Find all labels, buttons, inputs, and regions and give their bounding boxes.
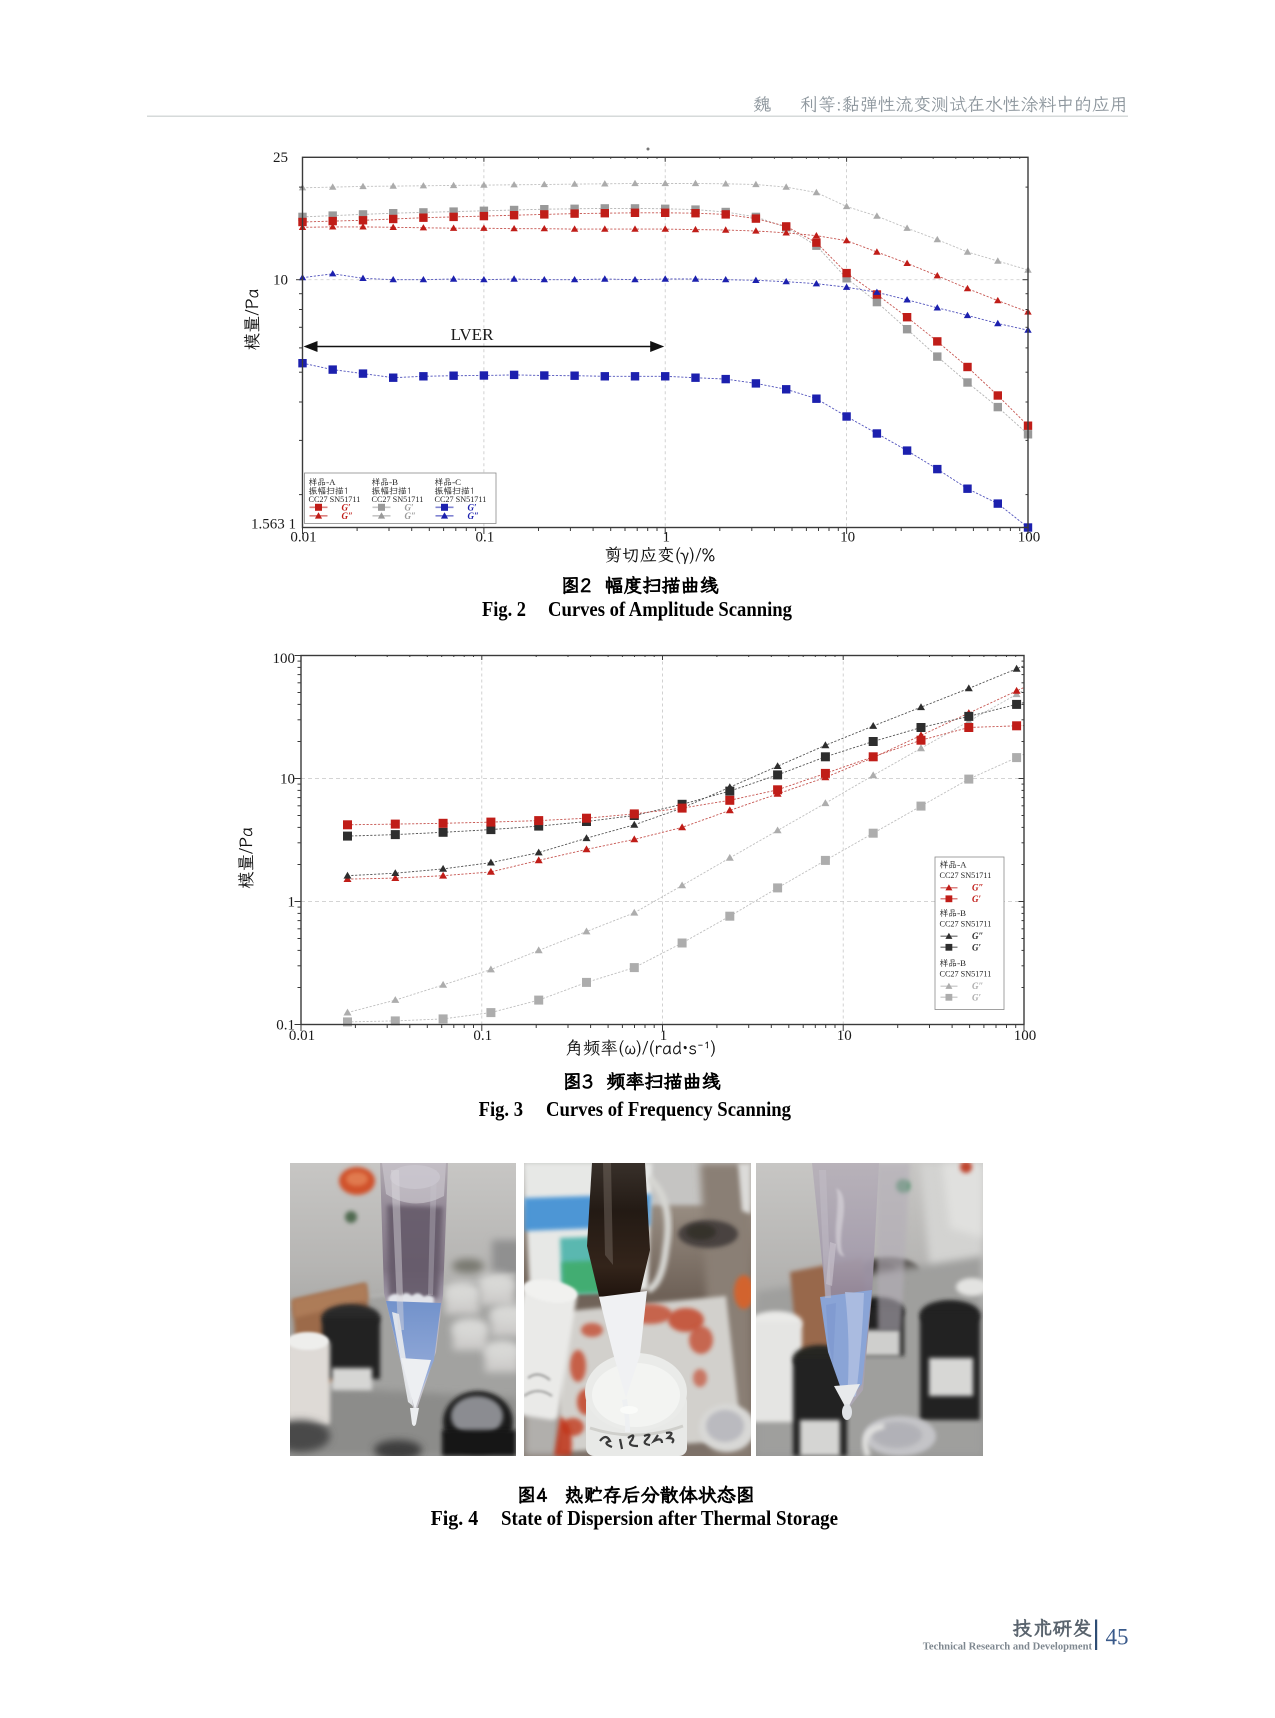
svg-text:45: 45: [1106, 1625, 1129, 1650]
svg-text:LVER: LVER: [451, 325, 494, 344]
svg-text:Curves of Frequency Scanning: Curves of Frequency Scanning: [546, 1097, 791, 1121]
svg-text:G′: G′: [972, 942, 981, 952]
svg-text:G′: G′: [405, 502, 414, 512]
svg-text:25: 25: [273, 150, 288, 166]
svg-text:0.1: 0.1: [276, 1018, 295, 1034]
svg-text:B: B: [960, 958, 966, 968]
svg-text:100: 100: [1014, 1028, 1037, 1044]
svg-text:G′: G′: [468, 502, 477, 512]
svg-text:G′: G′: [972, 894, 981, 904]
svg-text:G′: G′: [342, 502, 351, 512]
svg-text:G′: G′: [972, 992, 981, 1002]
svg-text:1.563 1: 1.563 1: [251, 517, 296, 533]
svg-text:10: 10: [837, 1028, 852, 1044]
svg-text:Fig. 3: Fig. 3: [479, 1097, 523, 1121]
svg-text:0.1: 0.1: [476, 530, 495, 546]
svg-text:G″: G″: [972, 931, 983, 941]
svg-text:G″: G″: [972, 981, 983, 991]
svg-text:10: 10: [840, 530, 855, 546]
svg-text:1: 1: [663, 530, 671, 546]
svg-text:100: 100: [273, 651, 296, 667]
svg-text:B: B: [392, 477, 398, 487]
svg-text:Curves of Amplitude Scanning: Curves of Amplitude Scanning: [548, 597, 792, 621]
svg-text:C: C: [455, 477, 461, 487]
svg-text:A: A: [960, 860, 967, 870]
svg-text:B: B: [960, 908, 966, 918]
svg-text:Fig. 2: Fig. 2: [482, 597, 526, 621]
svg-text:CC27 SN51711: CC27 SN51711: [435, 495, 487, 504]
svg-text:State of Dispersion after Ther: State of Dispersion after Thermal Storag…: [501, 1506, 838, 1530]
svg-text:Technical Research and Develop: Technical Research and Development: [923, 1642, 1093, 1653]
svg-text:CC27 SN51711: CC27 SN51711: [309, 495, 361, 504]
svg-text:Fig. 4: Fig. 4: [431, 1506, 479, 1530]
svg-text:10: 10: [273, 273, 288, 289]
svg-text:0.01: 0.01: [290, 530, 316, 546]
svg-text:G″: G″: [972, 883, 983, 893]
svg-text:CC27 SN51711: CC27 SN51711: [940, 871, 992, 880]
svg-text:G″: G″: [342, 511, 353, 521]
svg-text:1: 1: [660, 1028, 668, 1044]
svg-text:G″: G″: [405, 511, 416, 521]
svg-text:10: 10: [280, 772, 295, 788]
svg-text:A: A: [329, 477, 336, 487]
svg-text:G″: G″: [468, 511, 479, 521]
svg-text:CC27 SN51711: CC27 SN51711: [372, 495, 424, 504]
svg-text:CC27 SN51711: CC27 SN51711: [940, 920, 992, 929]
svg-text:CC27 SN51711: CC27 SN51711: [940, 970, 992, 979]
svg-text:1: 1: [288, 895, 296, 911]
svg-text:0.01: 0.01: [289, 1028, 315, 1044]
svg-text:100: 100: [1018, 530, 1041, 546]
svg-text:0.1: 0.1: [473, 1028, 492, 1044]
